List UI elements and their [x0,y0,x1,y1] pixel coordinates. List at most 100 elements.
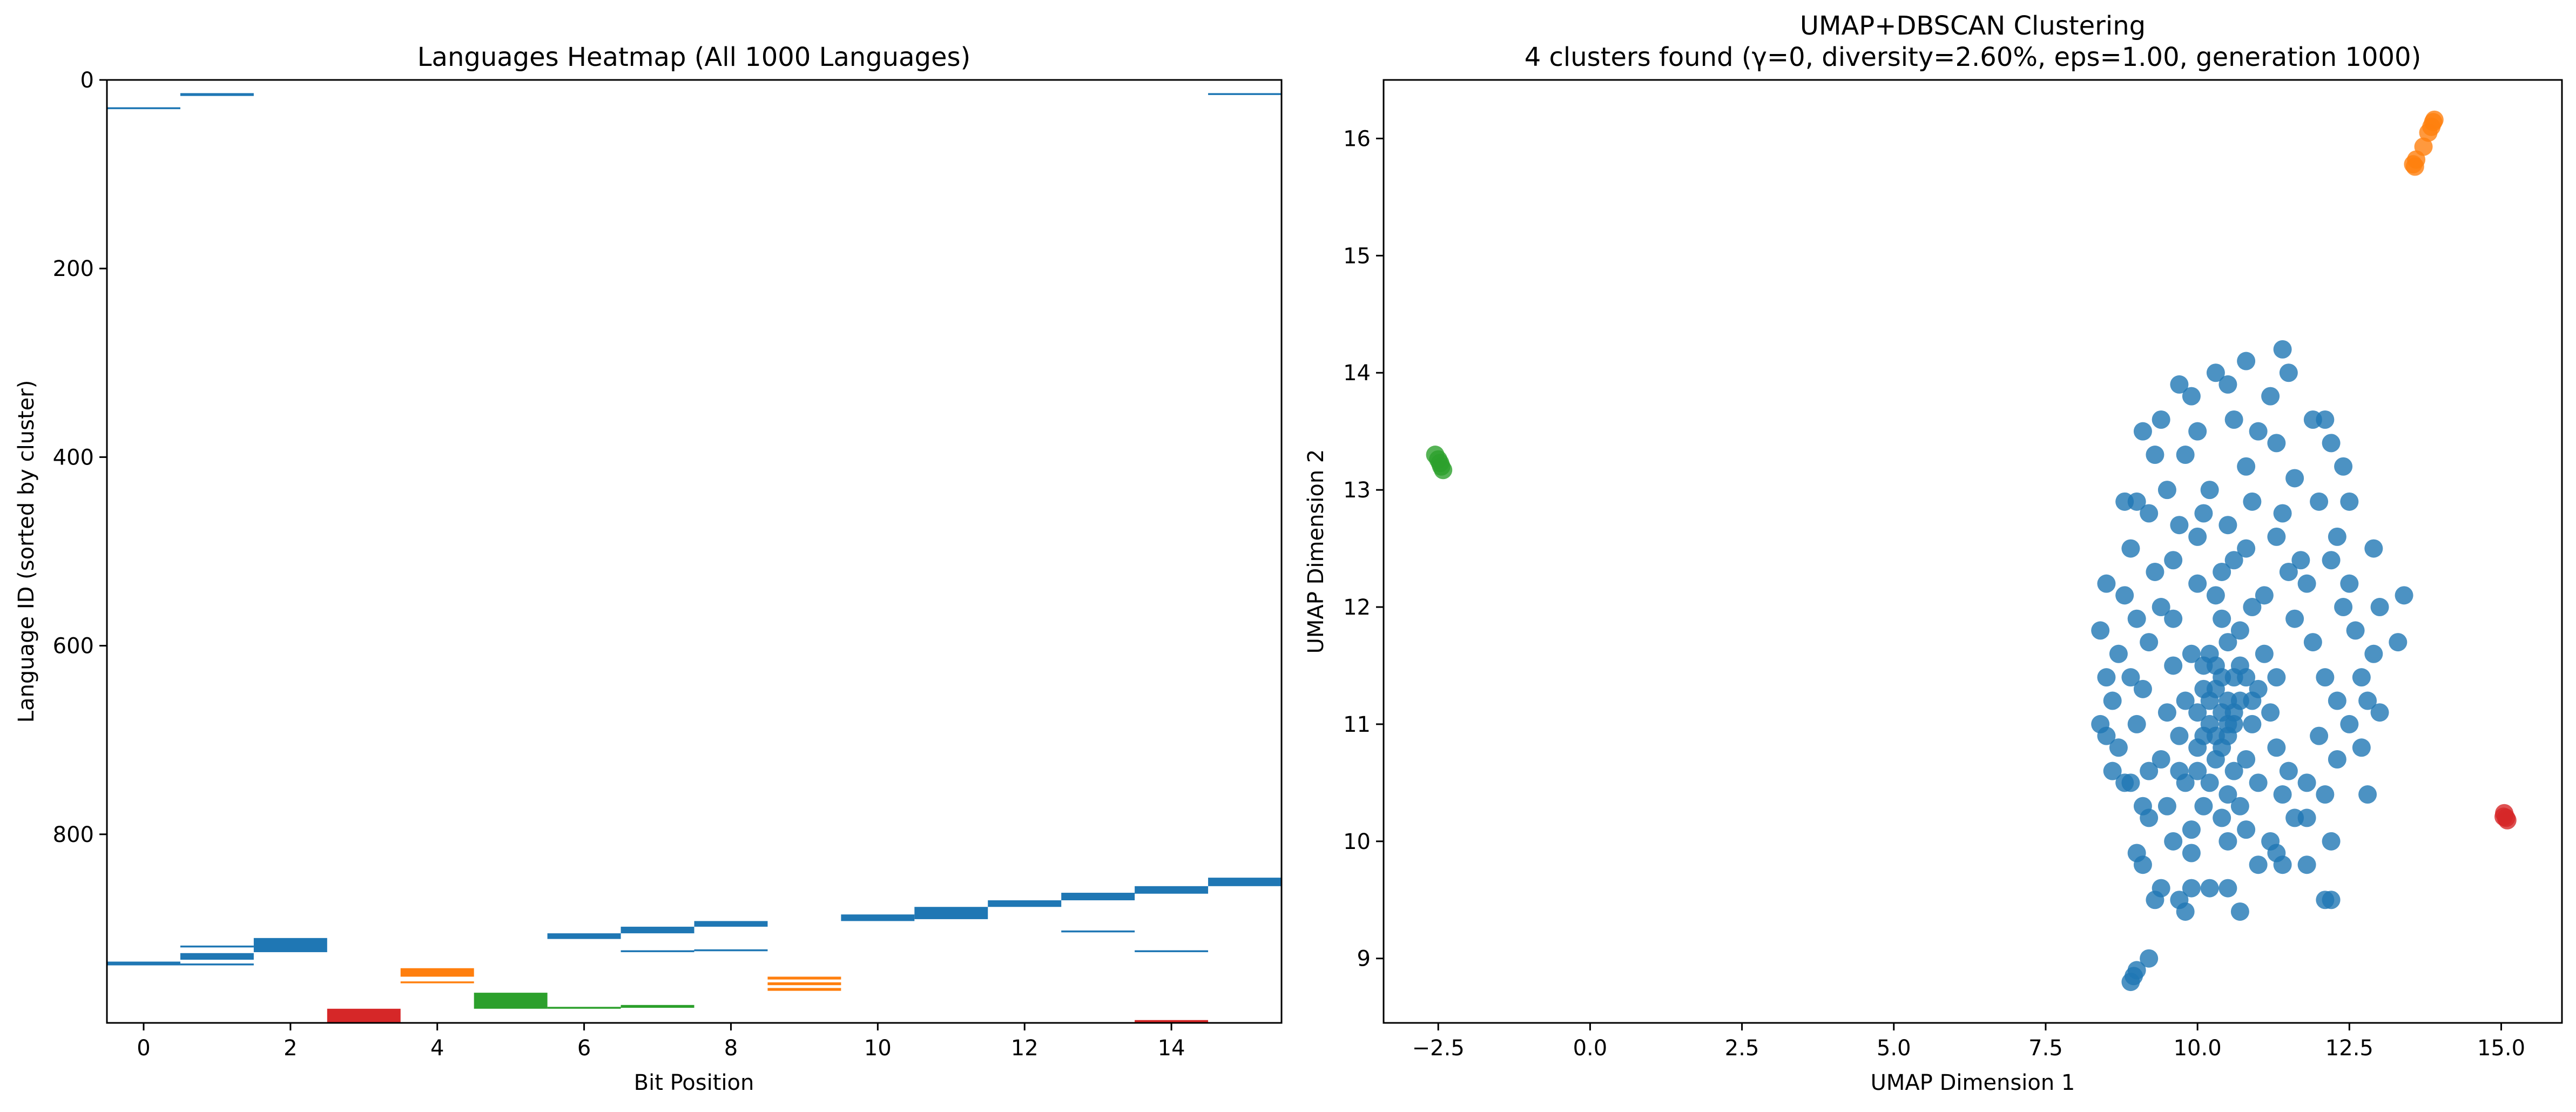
scatter-point [2297,574,2316,593]
scatter-point [2322,832,2341,851]
heatmap-cell [767,982,841,986]
x-tick-label: 0 [137,1036,150,1061]
scatter-point [2103,691,2122,710]
scatter-point [2157,481,2176,500]
scatter-point [2133,679,2152,698]
scatter-point [2213,668,2231,687]
scatter-point [2115,773,2134,792]
heatmap-cell [621,950,694,953]
scatter-point [2370,703,2389,722]
x-tick-label: 8 [724,1036,738,1061]
scatter-point [2334,598,2353,617]
scatter-y-axis-label: UMAP Dimension 2 [1304,449,1329,654]
scatter-point [2267,434,2286,453]
heatmap-cell [621,926,694,934]
y-tick-label: 12 [1343,595,1371,620]
scatter-point [2243,598,2262,617]
heatmap-cell [547,933,621,939]
scatter-panel: UMAP+DBSCAN Clustering 4 clusters found … [1304,11,2563,1095]
scatter-point [2146,562,2164,581]
heatmap-cell [1208,93,1282,95]
scatter-point [2140,504,2159,523]
scatter-point [2097,574,2116,593]
scatter-point [2249,773,2268,792]
heatmap-cell [180,963,254,966]
scatter-point [2273,504,2292,523]
heatmap-cell [107,107,180,110]
scatter-point [2176,902,2195,921]
scatter-point [2170,516,2189,535]
scatter-point [2194,504,2213,523]
scatter-point [2182,644,2201,663]
scatter-point [2261,387,2280,406]
scatter-point [2194,797,2213,816]
scatter-point [2405,157,2424,176]
scatter-point [2316,785,2335,804]
scatter-point [2218,633,2237,652]
heatmap-cell [767,988,841,991]
scatter-point [2243,715,2262,733]
scatter-point [2279,562,2298,581]
scatter-point [2237,457,2256,476]
scatter-point [2182,820,2201,839]
y-tick-label: 400 [53,445,94,470]
x-tick-label: 15.0 [2477,1036,2525,1061]
scatter-point [2109,644,2128,663]
heatmap-cell [694,921,768,927]
heatmap-cell [694,949,768,952]
x-tick-label: 14 [1158,1036,1185,1061]
scatter-point [2230,902,2249,921]
scatter-point [2316,668,2335,687]
scatter-point [2237,539,2256,558]
scatter-point [2395,586,2413,605]
scatter-point [2255,644,2274,663]
scatter-point [2255,586,2274,605]
scatter-point [2303,633,2322,652]
heatmap-panel: Languages Heatmap (All 1000 Languages) 0… [14,42,1283,1095]
scatter-point [2182,387,2201,406]
scatter-point [2164,551,2183,570]
scatter-point [2267,527,2286,546]
scatter-point [2188,761,2207,780]
scatter-point [2200,481,2219,500]
scatter-point [2121,539,2140,558]
scatter-point [2494,807,2513,826]
scatter-point [2230,656,2249,675]
scatter-point [2218,715,2237,733]
y-tick-label: 800 [53,823,94,847]
heatmap-cell [621,1005,694,1008]
scatter-point [2127,715,2146,733]
heatmap-cell [400,981,474,983]
y-tick-label: 16 [1343,126,1371,151]
scatter-point [2328,527,2346,546]
scatter-point [2152,598,2170,617]
y-tick-label: 15 [1343,244,1371,268]
scatter-point [2170,375,2189,394]
scatter-point [2213,609,2231,628]
scatter-point [2358,691,2377,710]
scatter-point [2121,668,2140,687]
heatmap-cell [1135,1020,1209,1023]
heatmap-cell [253,938,327,953]
y-tick-label: 200 [53,257,94,281]
scatter-point [2328,691,2346,710]
scatter-point [2237,820,2256,839]
scatter-point [2097,668,2116,687]
scatter-point [2273,785,2292,804]
scatter-point [2157,797,2176,816]
scatter-point [2322,551,2341,570]
scatter-point [2340,492,2359,511]
heatmap-frame [106,79,1283,1024]
scatter-point [2200,691,2219,710]
scatter-x-ticks: −2.5 0.0 2.5 5.0 7.5 10.0 12.5 15.0 [1412,1023,2525,1061]
scatter-point [2358,785,2377,804]
heatmap-y-axis-label: Language ID (sorted by cluster) [14,380,39,723]
scatter-point [2243,691,2262,710]
scatter-point [2109,738,2128,757]
scatter-point [2133,855,2152,874]
heatmap-cell [400,968,474,977]
scatter-point [2164,609,2183,628]
scatter-point [2140,949,2159,968]
y-tick-label: 0 [80,68,94,93]
scatter-point [2218,691,2237,710]
